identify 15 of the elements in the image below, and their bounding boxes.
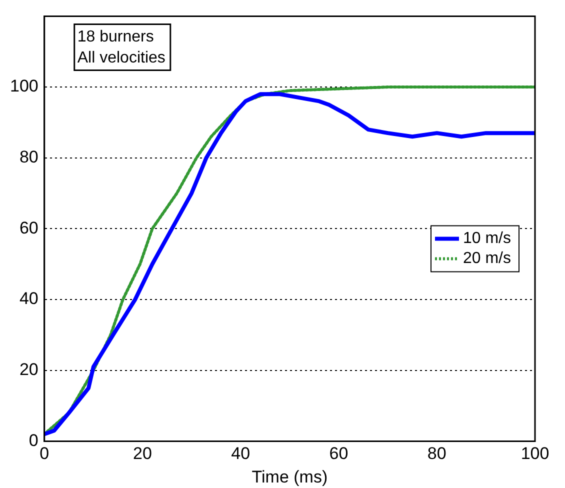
x-tick-label: 80 [427,444,446,464]
x-tick-label: 20 [133,444,152,464]
y-tick-label: 80 [19,148,38,167]
y-tick-label: 20 [19,360,38,380]
x-axis-title: Time (ms) [252,467,328,486]
annotation: 18 burners All velocities [77,28,166,67]
y-tick-label: 60 [19,218,38,238]
x-tick-label: 100 [520,444,550,464]
x-tick-label: 60 [329,444,348,464]
legend-label: 10 m/s [462,230,511,248]
legend-label: 20 m/s [462,250,511,268]
x-tick-label: 40 [231,444,250,464]
y-tick-label: 100 [10,76,38,96]
y-tick-label: 0 [28,430,38,450]
y-tick-label: 40 [19,289,38,308]
